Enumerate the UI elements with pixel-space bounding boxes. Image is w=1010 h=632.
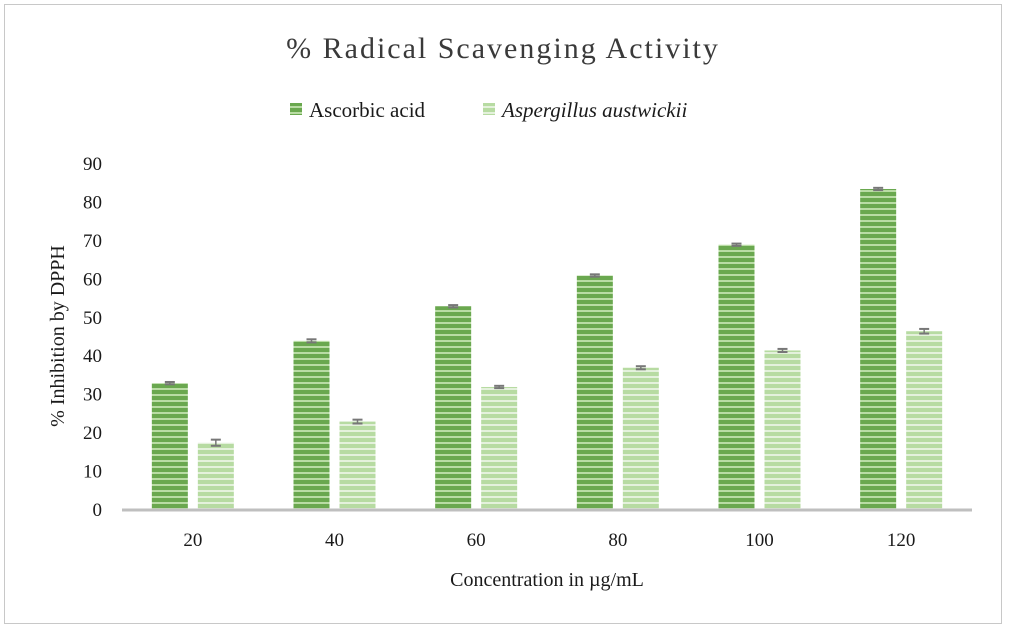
bar-ascorbic-acid-20	[151, 383, 188, 510]
error-bars	[164, 186, 930, 447]
y-axis-ticks: 0 10 20 30 40 50 60 70 80 90	[83, 154, 102, 521]
bar-aspergillus-120	[906, 331, 943, 510]
error-bar	[777, 347, 788, 353]
x-tick-label: 80	[608, 530, 627, 551]
chart-title: % Radical Scavenging Activity	[286, 32, 720, 65]
legend-label-ascorbic-acid: Ascorbic acid	[309, 98, 426, 122]
x-axis-ticks: 20 40 60 80 100 120	[183, 530, 915, 551]
bar-aspergillus-40	[339, 421, 376, 510]
legend-swatch-ascorbic-acid	[290, 103, 302, 115]
y-axis-title: % Inhibition by DPPH	[47, 245, 69, 427]
legend-swatch-aspergillus	[483, 103, 495, 115]
y-tick-label: 30	[83, 385, 102, 406]
y-tick-label: 80	[83, 192, 102, 213]
error-bar	[164, 380, 175, 386]
x-tick-label: 40	[325, 530, 344, 551]
error-bar	[306, 338, 317, 344]
x-axis-title: Concentration in µg/mL	[450, 569, 644, 591]
y-tick-label: 70	[83, 231, 102, 252]
bar-ascorbic-acid-60	[435, 306, 472, 510]
error-bar	[919, 327, 930, 335]
error-bar	[589, 273, 600, 278]
error-bar	[494, 384, 505, 390]
error-bar	[448, 304, 459, 309]
error-bar	[352, 418, 363, 425]
bar-ascorbic-acid-80	[576, 275, 613, 510]
x-tick-label: 100	[745, 530, 774, 551]
x-tick-label: 20	[183, 530, 202, 551]
bar-aspergillus-100	[764, 350, 801, 510]
error-bar	[873, 186, 884, 192]
y-tick-label: 90	[83, 154, 102, 175]
y-tick-label: 20	[83, 423, 102, 444]
error-bar	[731, 242, 742, 247]
x-tick-label: 60	[467, 530, 486, 551]
x-tick-label: 120	[887, 530, 916, 551]
error-bar	[635, 365, 646, 371]
y-tick-label: 60	[83, 269, 102, 290]
bars	[151, 188, 943, 510]
bar-ascorbic-acid-40	[293, 340, 330, 510]
bar-aspergillus-60	[481, 386, 518, 510]
bar-aspergillus-20	[197, 442, 234, 510]
chart-frame	[4, 4, 1002, 624]
legend-label-aspergillus: Aspergillus austwickii	[500, 98, 687, 122]
y-tick-label: 50	[83, 308, 102, 329]
error-bar	[210, 438, 221, 447]
y-tick-label: 0	[93, 500, 103, 521]
bar-ascorbic-acid-120	[860, 188, 897, 510]
bar-ascorbic-acid-100	[718, 244, 755, 510]
y-tick-label: 10	[83, 462, 102, 483]
y-tick-label: 40	[83, 346, 102, 367]
bar-aspergillus-80	[622, 367, 659, 510]
legend: Ascorbic acid Aspergillus austwickii	[290, 98, 687, 122]
